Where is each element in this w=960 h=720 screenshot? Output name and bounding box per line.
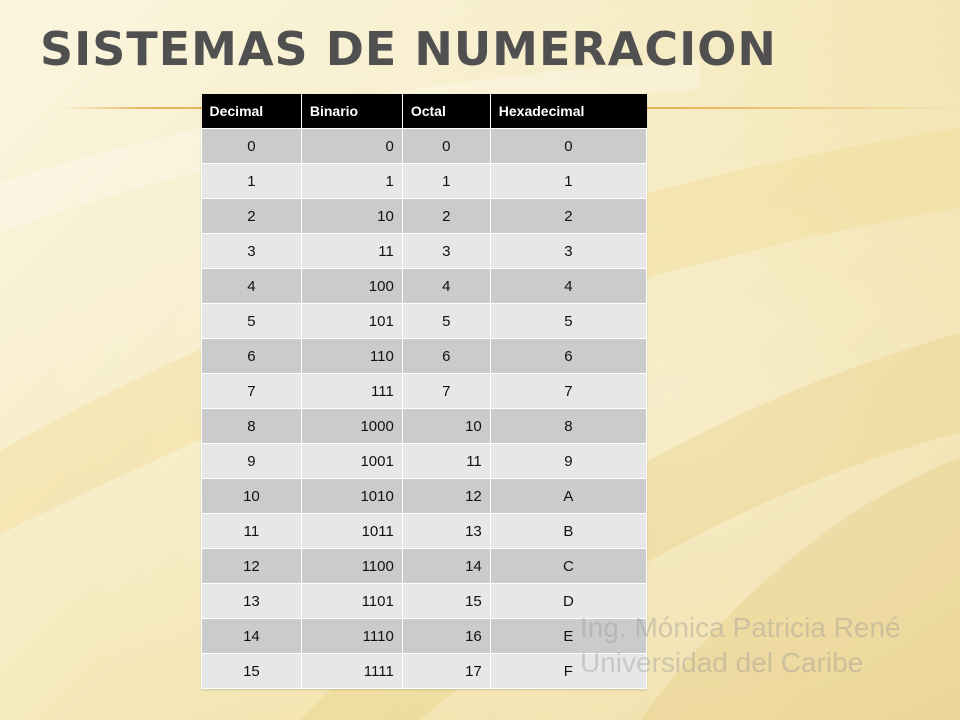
- cell-binary: 111: [300, 373, 403, 409]
- cell-octal: 16: [401, 618, 491, 654]
- cell-octal: 14: [401, 548, 491, 584]
- table-row: 13 1101 15 D: [201, 583, 648, 619]
- cell-decimal: 8: [201, 408, 302, 444]
- cell-octal: 5: [401, 303, 491, 339]
- author-watermark: Ing. Mónica Patricia René Universidad de…: [580, 610, 901, 680]
- table-row: 3 11 3 3: [201, 233, 648, 269]
- cell-octal: 17: [401, 653, 491, 689]
- numbering-systems-table: Decimal Binario Octal Hexadecimal 0 0 0 …: [201, 94, 648, 689]
- table-row: 7 111 7 7: [201, 373, 648, 409]
- cell-octal: 10: [401, 408, 491, 444]
- cell-binary: 101: [300, 303, 403, 339]
- cell-binary: 1000: [300, 408, 403, 444]
- slide-title: Sistemas de Numeracion: [40, 22, 777, 76]
- cell-octal: 15: [401, 583, 491, 619]
- cell-octal: 1: [401, 163, 491, 199]
- cell-binary: 1101: [300, 583, 403, 619]
- table-row: 1 1 1 1: [201, 163, 648, 199]
- cell-decimal: 10: [201, 478, 302, 514]
- table-row: 4 100 4 4: [201, 268, 648, 304]
- cell-decimal: 11: [201, 513, 302, 549]
- cell-binary: 1111: [300, 653, 403, 689]
- cell-octal: 0: [401, 128, 491, 164]
- cell-octal: 3: [401, 233, 491, 269]
- watermark-author: Ing. Mónica Patricia René: [580, 612, 901, 643]
- cell-octal: 11: [401, 443, 491, 479]
- table-row: 5 101 5 5: [201, 303, 648, 339]
- cell-hexadecimal: 1: [489, 163, 648, 199]
- cell-decimal: 14: [201, 618, 302, 654]
- cell-hexadecimal: D: [489, 583, 648, 619]
- cell-decimal: 5: [201, 303, 302, 339]
- cell-decimal: 6: [201, 338, 302, 374]
- table-row: 6 110 6 6: [201, 338, 648, 374]
- cell-octal: 13: [401, 513, 491, 549]
- cell-binary: 0: [300, 128, 403, 164]
- cell-hexadecimal: 0: [489, 128, 648, 164]
- cell-binary: 1011: [300, 513, 403, 549]
- header-binary: Binario: [301, 94, 403, 129]
- cell-decimal: 0: [201, 128, 302, 164]
- cell-hexadecimal: A: [489, 478, 648, 514]
- cell-octal: 4: [401, 268, 491, 304]
- table-row: 12 1100 14 C: [201, 548, 648, 584]
- cell-hexadecimal: 9: [489, 443, 648, 479]
- cell-binary: 100: [300, 268, 403, 304]
- header-hexadecimal: Hexadecimal: [490, 94, 647, 129]
- cell-binary: 1110: [300, 618, 403, 654]
- cell-hexadecimal: 5: [489, 303, 648, 339]
- cell-hexadecimal: 3: [489, 233, 648, 269]
- cell-decimal: 12: [201, 548, 302, 584]
- table-row: 10 1010 12 A: [201, 478, 648, 514]
- watermark-institution: Universidad del Caribe: [580, 647, 864, 678]
- table-row: 2 10 2 2: [201, 198, 648, 234]
- cell-hexadecimal: 2: [489, 198, 648, 234]
- cell-hexadecimal: 6: [489, 338, 648, 374]
- cell-binary: 1010: [300, 478, 403, 514]
- cell-decimal: 13: [201, 583, 302, 619]
- cell-binary: 11: [300, 233, 403, 269]
- cell-hexadecimal: E: [489, 618, 648, 654]
- cell-hexadecimal: C: [489, 548, 648, 584]
- cell-binary: 1: [300, 163, 403, 199]
- cell-decimal: 15: [201, 653, 302, 689]
- cell-decimal: 3: [201, 233, 302, 269]
- header-decimal: Decimal: [201, 94, 302, 129]
- table-header-row: Decimal Binario Octal Hexadecimal: [201, 94, 647, 129]
- table-row: 0 0 0 0: [201, 128, 648, 164]
- cell-octal: 2: [401, 198, 491, 234]
- cell-decimal: 7: [201, 373, 302, 409]
- header-octal: Octal: [402, 94, 491, 129]
- cell-octal: 12: [401, 478, 491, 514]
- table-row: 9 1001 11 9: [201, 443, 648, 479]
- table-row: 11 1011 13 B: [201, 513, 648, 549]
- cell-binary: 10: [300, 198, 403, 234]
- cell-decimal: 4: [201, 268, 302, 304]
- cell-decimal: 9: [201, 443, 302, 479]
- cell-decimal: 1: [201, 163, 302, 199]
- cell-hexadecimal: 4: [489, 268, 648, 304]
- cell-binary: 1100: [300, 548, 403, 584]
- cell-octal: 6: [401, 338, 491, 374]
- cell-octal: 7: [401, 373, 491, 409]
- cell-binary: 110: [300, 338, 403, 374]
- cell-binary: 1001: [300, 443, 403, 479]
- cell-hexadecimal: F: [489, 653, 648, 689]
- cell-decimal: 2: [201, 198, 302, 234]
- cell-hexadecimal: 8: [489, 408, 648, 444]
- cell-hexadecimal: B: [489, 513, 648, 549]
- table-row: 8 1000 10 8: [201, 408, 648, 444]
- table-row: 15 1111 17 F: [201, 653, 648, 689]
- cell-hexadecimal: 7: [489, 373, 648, 409]
